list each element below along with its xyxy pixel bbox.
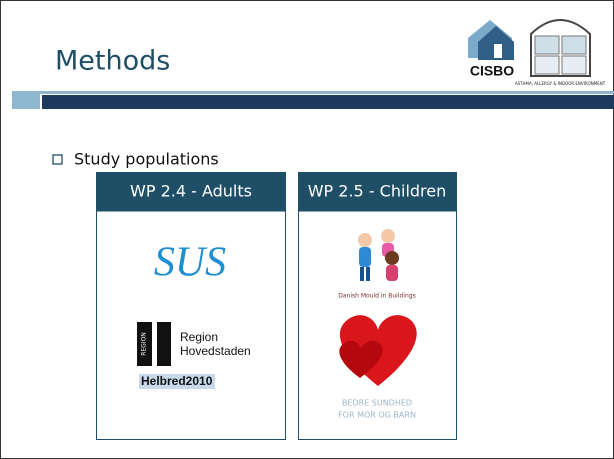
logo-text: CISBO xyxy=(470,63,514,79)
bedre-text: FOR MOR OG BARN xyxy=(338,411,416,420)
header-bar xyxy=(42,95,614,109)
population-box xyxy=(97,173,286,440)
accent-block xyxy=(12,94,40,109)
box-title: WP 2.5 - Children xyxy=(308,182,447,201)
region-text: Region xyxy=(180,330,218,344)
slide: Methods CISBO ASTHMA, ALLERGY & INDOOR E… xyxy=(0,0,614,459)
box-title: WP 2.4 - Adults xyxy=(130,182,252,201)
bullet-text: Study populations xyxy=(74,150,219,169)
dmb-text: Danish Mould in Buildings xyxy=(338,293,415,300)
bedre-text: BEDRE SUNDHED xyxy=(342,399,412,408)
logo-text: ASTHMA, ALLERGY & INDOOR ENVIRONMENT xyxy=(515,81,606,86)
region-text: Hovedstaden xyxy=(180,344,251,358)
helbred-text: Helbred2010 xyxy=(141,374,213,388)
region-text: REGION xyxy=(141,332,148,356)
sus-logo: SUS xyxy=(154,240,226,286)
accent-strip xyxy=(12,91,614,94)
slide-title: Methods xyxy=(55,46,170,77)
page: Methods CISBO ASTHMA, ALLERGY & INDOOR E… xyxy=(0,0,614,459)
region-mark xyxy=(152,322,157,366)
